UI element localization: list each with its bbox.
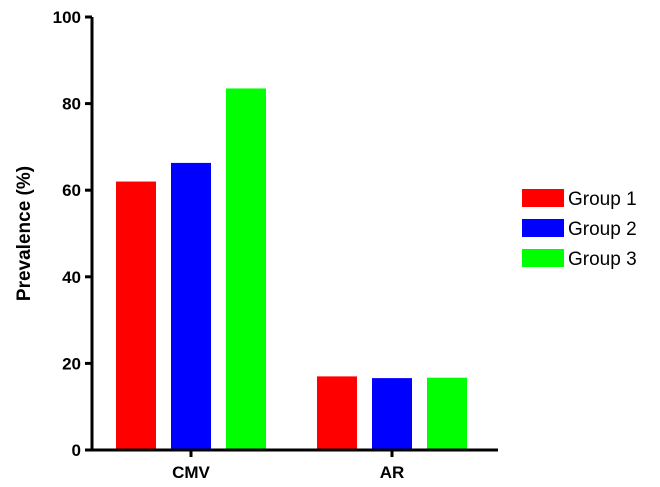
legend-swatch <box>522 189 564 207</box>
bar-cmv-group-1 <box>116 181 156 451</box>
legend-swatch <box>522 219 564 237</box>
bar-ar-group-2 <box>372 378 412 450</box>
bar-ar-group-1 <box>317 376 357 450</box>
y-axis-title: Prevalence (%) <box>14 166 35 301</box>
bar-cmv-group-3 <box>226 88 266 450</box>
legend: Group 1 Group 2 Group 3 <box>522 189 637 270</box>
bar-ar-group-3 <box>427 377 467 450</box>
y-tick-label: 0 <box>72 441 81 460</box>
legend-label: Group 3 <box>568 249 637 270</box>
legend-label: Group 2 <box>568 219 637 240</box>
x-tick-label: AR <box>380 463 405 482</box>
legend-label: Group 1 <box>568 189 637 210</box>
y-tick-label: 100 <box>53 8 81 27</box>
y-ticks: 0 20 40 60 80 100 <box>53 8 92 460</box>
axes-layer <box>90 17 498 452</box>
y-tick-label: 20 <box>62 354 81 373</box>
y-tick-label: 40 <box>62 268 81 287</box>
x-tick-label: CMV <box>172 463 210 482</box>
y-tick-label: 60 <box>62 181 81 200</box>
bars-layer <box>116 88 467 451</box>
y-tick-label: 80 <box>62 95 81 114</box>
legend-swatch <box>522 249 564 267</box>
bar-cmv-group-2 <box>171 162 211 450</box>
x-ticks: CMV AR <box>172 450 404 482</box>
